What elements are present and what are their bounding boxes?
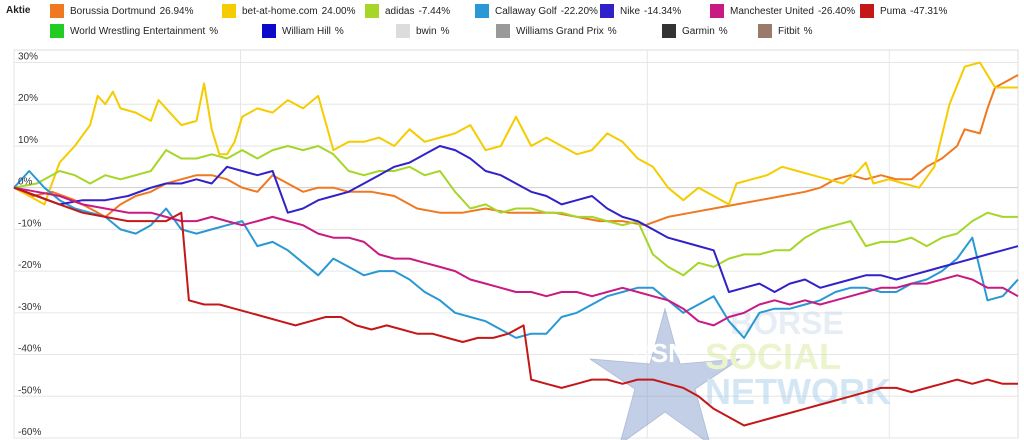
watermark: BSN BORSE SOCIAL NETWORK <box>589 305 891 440</box>
legend-label: adidas <box>385 5 415 17</box>
legend-label: Manchester United <box>730 5 814 17</box>
series-line-manchester-united[interactable] <box>13 186 1019 327</box>
legend-value: -47.31% <box>910 5 948 17</box>
legend-swatch <box>396 24 410 38</box>
legend-item-10[interactable]: Williams Grand Prix% <box>496 24 617 38</box>
legend-item-4[interactable]: Nike -14.34% <box>600 4 681 18</box>
legend-value: % <box>607 25 617 37</box>
legend-label: Nike <box>620 5 641 17</box>
series-line-callaway-golf[interactable] <box>13 170 1019 339</box>
legend-swatch <box>600 4 614 18</box>
y-tick-label: -60% <box>18 427 41 438</box>
legend-label: William Hill <box>282 25 331 37</box>
series-line-borussia-dortmund[interactable] <box>13 74 1019 227</box>
legend-value: -22.20% <box>560 5 598 17</box>
legend-swatch <box>475 4 489 18</box>
legend-item-12[interactable]: Fitbit% <box>758 24 813 38</box>
legend-value: % <box>718 25 728 37</box>
legend-swatch <box>758 24 772 38</box>
legend-value: -14.34% <box>644 5 682 17</box>
legend-label: Puma <box>880 5 907 17</box>
legend-swatch <box>365 4 379 18</box>
y-tick-label: 20% <box>18 93 38 104</box>
legend-swatch <box>50 4 64 18</box>
legend-item-0[interactable]: Borussia Dortmund 26.94% <box>50 4 194 18</box>
y-tick-label: 0% <box>18 177 33 188</box>
legend-item-2[interactable]: adidas -7.44% <box>365 4 450 18</box>
legend-label: bet-at-home.com <box>242 5 318 17</box>
y-axis: 30% 20% 10% 0% -10% -20% -30% -40% -50% -60% <box>18 52 41 438</box>
legend-swatch <box>710 4 724 18</box>
series-line-puma[interactable] <box>13 186 1018 427</box>
legend-item-3[interactable]: Callaway Golf -22.20% <box>475 4 598 18</box>
legend-label: World Wrestling Entertainment <box>70 25 206 37</box>
legend-label: bwin <box>416 25 437 37</box>
legend-value: % <box>334 25 344 37</box>
legend-swatch <box>262 24 276 38</box>
legend-value: % <box>209 25 219 37</box>
legend-value: -7.44% <box>418 5 451 17</box>
legend-label: Borussia Dortmund <box>70 5 156 17</box>
line-chart: BSN BORSE SOCIAL NETWORK 30% 20% 10% 0% -10%… <box>13 49 1019 440</box>
legend-swatch <box>496 24 510 38</box>
legend-item-9[interactable]: bwin% <box>396 24 449 38</box>
legend-label: Williams Grand Prix <box>516 25 604 37</box>
y-tick-label: -40% <box>18 344 41 355</box>
legend-item-6[interactable]: Puma -47.31% <box>860 4 947 18</box>
y-tick-label: -50% <box>18 385 41 396</box>
series-line-bet-at-home-com[interactable] <box>13 61 1018 206</box>
watermark-star-icon <box>589 307 741 440</box>
legend-value: % <box>803 25 813 37</box>
legend-swatch <box>662 24 676 38</box>
legend-swatch <box>860 4 874 18</box>
legend-swatch <box>50 24 64 38</box>
legend: Aktie Borussia Dortmund 26.94% bet-at-home… <box>0 0 1024 44</box>
watermark-badge: BSN <box>632 338 687 368</box>
y-tick-label: 30% <box>18 52 38 63</box>
watermark-line3: NETWORK <box>705 371 891 412</box>
series-line-nike[interactable] <box>13 145 1019 293</box>
legend-label: Garmin <box>682 25 715 37</box>
legend-value: % <box>440 25 450 37</box>
legend-value: 26.94% <box>159 5 194 17</box>
y-tick-label: -20% <box>18 260 41 271</box>
y-tick-label: -30% <box>18 302 41 313</box>
legend-item-11[interactable]: Garmin% <box>662 24 728 38</box>
legend-label: Callaway Golf <box>495 5 557 17</box>
series-group <box>13 61 1019 427</box>
legend-value: 24.00% <box>321 5 356 17</box>
legend-swatch <box>222 4 236 18</box>
y-tick-label: -10% <box>18 218 41 229</box>
legend-value: -26.40% <box>817 5 856 17</box>
legend-item-7[interactable]: World Wrestling Entertainment% <box>50 24 218 38</box>
y-tick-label: 10% <box>18 135 38 146</box>
series-line-adidas[interactable] <box>13 145 1018 277</box>
legend-item-8[interactable]: William Hill% <box>262 24 344 38</box>
legend-item-5[interactable]: Manchester United -26.40% <box>710 4 855 18</box>
legend-title: Aktie <box>6 5 31 16</box>
watermark-line2: SOCIAL <box>705 336 841 377</box>
legend-item-1[interactable]: bet-at-home.com 24.00% <box>222 4 356 18</box>
legend-label: Fitbit <box>778 25 800 37</box>
